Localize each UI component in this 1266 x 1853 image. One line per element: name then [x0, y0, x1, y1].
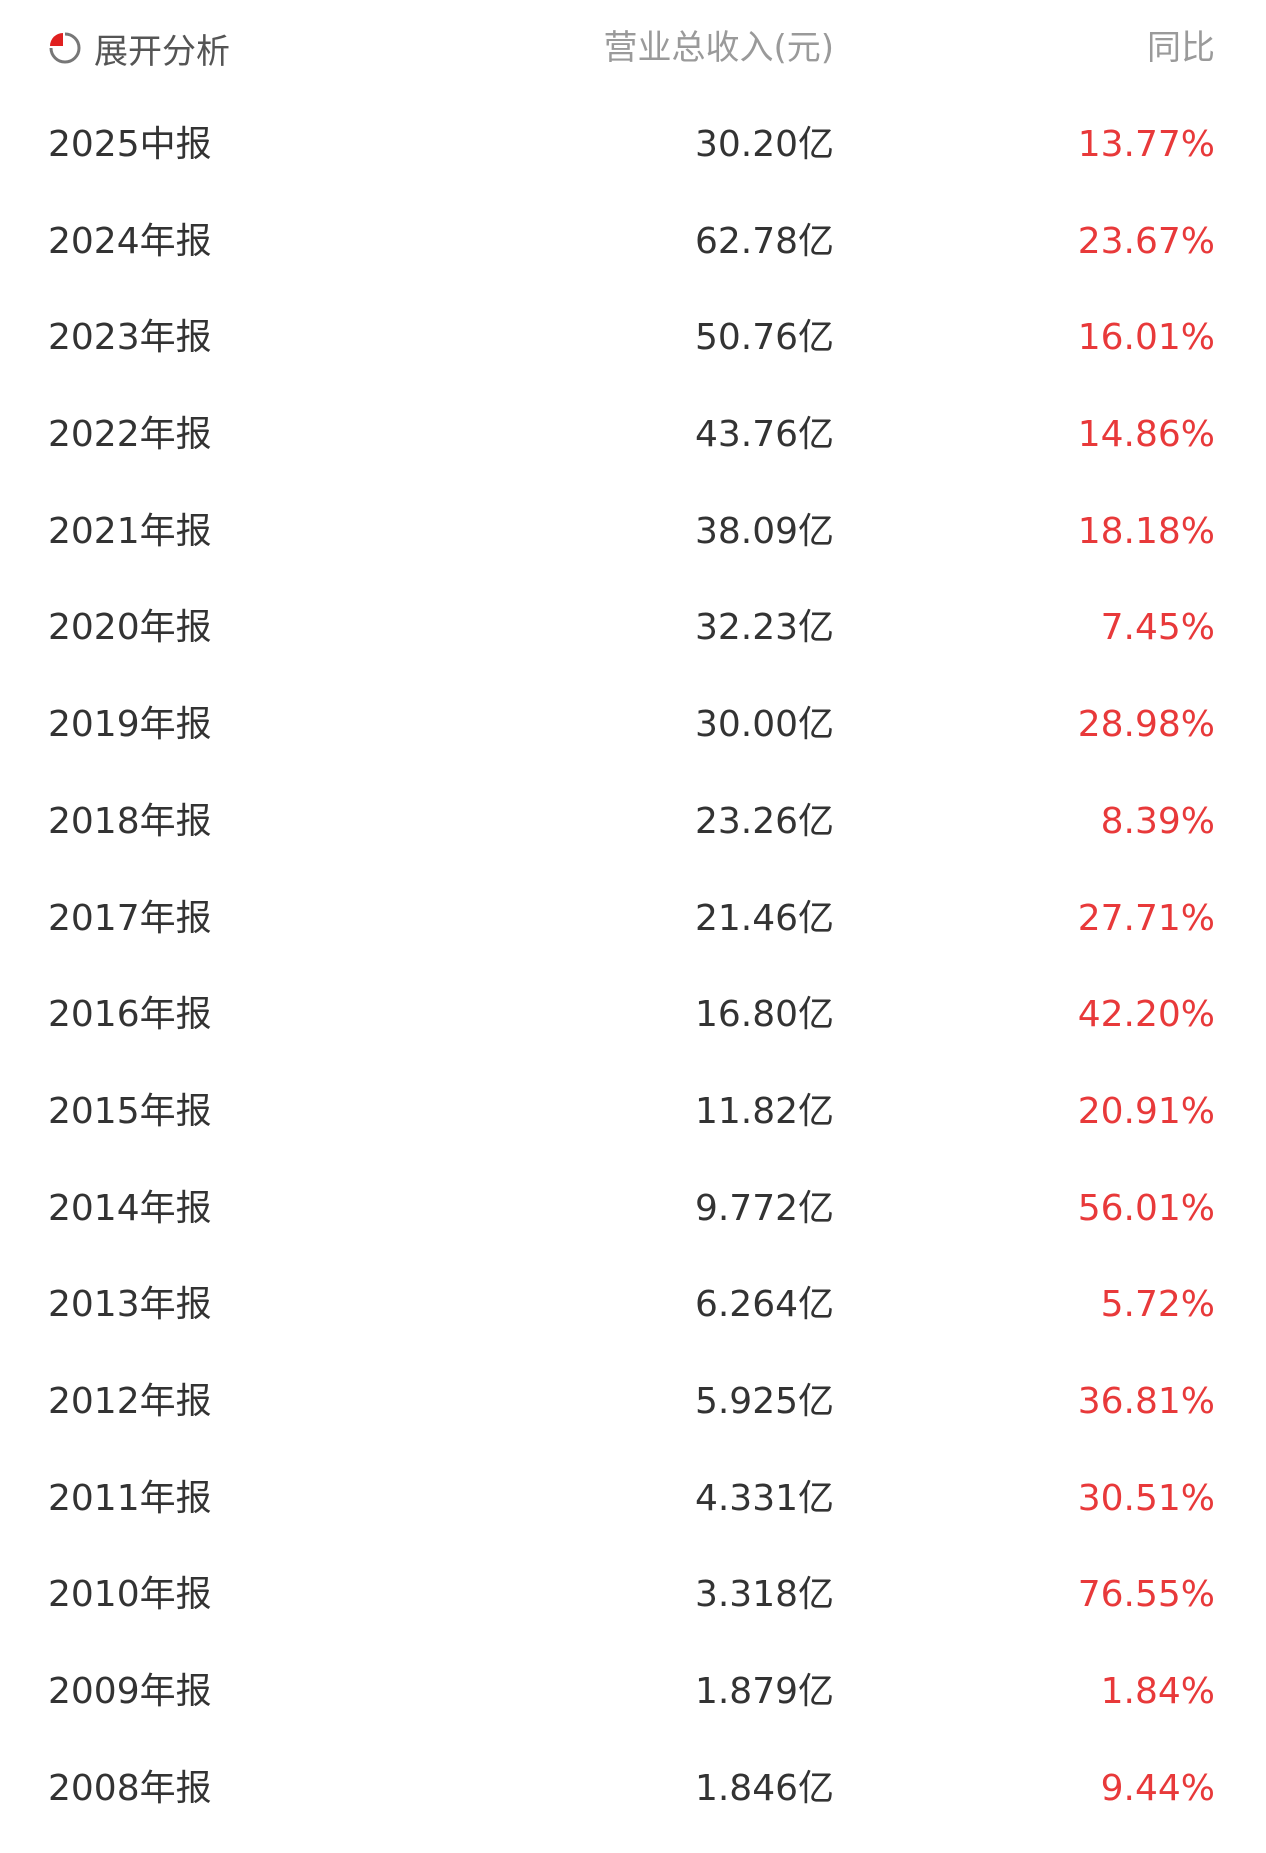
- table-row[interactable]: 2013年报 6.264亿 5.72%: [0, 1257, 1266, 1354]
- table-header: 展开分析 营业总收入(元) 同比: [0, 0, 1266, 96]
- revenue-cell: 43.76亿: [694, 414, 834, 456]
- table-row[interactable]: 2019年报 30.00亿 28.98%: [0, 677, 1266, 774]
- revenue-cell: 50.76亿: [694, 317, 834, 359]
- table-row[interactable]: 2015年报 11.82亿 20.91%: [0, 1064, 1266, 1161]
- period-cell: 2014年报: [48, 1187, 212, 1229]
- yoy-column-header: 同比: [1147, 28, 1215, 68]
- table-row[interactable]: 2012年报 5.925亿 36.81%: [0, 1354, 1266, 1451]
- table-row[interactable]: 2024年报 62.78亿 23.67%: [0, 194, 1266, 291]
- yoy-cell: 16.01%: [1077, 317, 1215, 359]
- table-row[interactable]: 2010年报 3.318亿 76.55%: [0, 1547, 1266, 1644]
- revenue-cell: 30.00亿: [694, 704, 834, 746]
- period-cell: 2015年报: [48, 1090, 212, 1132]
- revenue-cell: 38.09亿: [694, 510, 834, 552]
- table-row[interactable]: 2009年报 1.879亿 1.84%: [0, 1644, 1266, 1741]
- expand-analysis-label: 展开分析: [94, 31, 230, 72]
- yoy-cell: 5.72%: [1100, 1284, 1215, 1326]
- table-row[interactable]: 2021年报 38.09亿 18.18%: [0, 484, 1266, 581]
- period-cell: 2021年报: [48, 510, 212, 552]
- period-cell: 2008年报: [48, 1767, 212, 1809]
- revenue-cell: 30.20亿: [694, 124, 834, 165]
- period-cell: 2018年报: [48, 800, 212, 842]
- period-cell: 2013年报: [48, 1284, 212, 1326]
- period-cell: 2016年报: [48, 994, 212, 1036]
- period-cell: 2012年报: [48, 1380, 212, 1422]
- yoy-cell: 1.84%: [1100, 1671, 1215, 1712]
- revenue-cell: 21.46亿: [694, 897, 834, 939]
- table-row[interactable]: 2011年报 4.331亿 30.51%: [0, 1451, 1266, 1548]
- revenue-cell: 3.318亿: [694, 1574, 834, 1616]
- yoy-cell: 30.51%: [1077, 1477, 1215, 1519]
- expand-analysis-button[interactable]: 展开分析: [48, 28, 230, 72]
- period-cell: 2009年报: [48, 1671, 212, 1712]
- table-row[interactable]: 2014年报 9.772亿 56.01%: [0, 1161, 1266, 1258]
- table-row[interactable]: 2008年报 1.846亿 9.44%: [0, 1741, 1266, 1838]
- yoy-cell: 76.55%: [1077, 1574, 1215, 1616]
- yoy-cell: 9.44%: [1100, 1767, 1215, 1809]
- revenue-cell: 1.846亿: [694, 1767, 834, 1809]
- yoy-cell: 27.71%: [1077, 897, 1215, 939]
- yoy-cell: 8.39%: [1100, 800, 1215, 842]
- revenue-cell: 1.879亿: [694, 1671, 834, 1712]
- table-row[interactable]: 2023年报 50.76亿 16.01%: [0, 290, 1266, 387]
- table-row[interactable]: 2018年报 23.26亿 8.39%: [0, 774, 1266, 871]
- period-cell: 2017年报: [48, 897, 212, 939]
- yoy-cell: 36.81%: [1077, 1380, 1215, 1422]
- yoy-cell: 7.45%: [1100, 607, 1215, 649]
- table-row[interactable]: 2017年报 21.46亿 27.71%: [0, 871, 1266, 968]
- period-cell: 2024年报: [48, 220, 212, 262]
- period-cell: 2023年报: [48, 317, 212, 359]
- yoy-cell: 14.86%: [1077, 414, 1215, 456]
- period-cell: 2010年报: [48, 1574, 212, 1616]
- revenue-table: 2025中报 30.20亿 13.77% 2024年报 62.78亿 23.67% 2023…: [0, 97, 1266, 1837]
- yoy-cell: 18.18%: [1077, 510, 1215, 552]
- period-cell: 2019年报: [48, 704, 212, 746]
- yoy-cell: 23.67%: [1077, 220, 1215, 262]
- table-row[interactable]: 2016年报 16.80亿 42.20%: [0, 967, 1266, 1064]
- revenue-cell: 4.331亿: [694, 1477, 834, 1519]
- table-row[interactable]: 2022年报 43.76亿 14.86%: [0, 387, 1266, 484]
- revenue-cell: 6.264亿: [694, 1284, 834, 1326]
- revenue-cell: 16.80亿: [694, 994, 834, 1036]
- yoy-cell: 28.98%: [1077, 704, 1215, 746]
- yoy-cell: 20.91%: [1077, 1090, 1215, 1132]
- yoy-cell: 42.20%: [1077, 994, 1215, 1036]
- period-cell: 2025中报: [48, 124, 212, 165]
- yoy-cell: 13.77%: [1077, 124, 1215, 165]
- pie-chart-icon: [49, 32, 81, 64]
- period-cell: 2011年报: [48, 1477, 212, 1519]
- period-cell: 2020年报: [48, 607, 212, 649]
- revenue-cell: 11.82亿: [694, 1090, 834, 1132]
- revenue-cell: 32.23亿: [694, 607, 834, 649]
- table-row[interactable]: 2020年报 32.23亿 7.45%: [0, 580, 1266, 677]
- table-row[interactable]: 2025中报 30.20亿 13.77%: [0, 97, 1266, 194]
- revenue-cell: 23.26亿: [694, 800, 834, 842]
- revenue-cell: 9.772亿: [694, 1187, 834, 1229]
- yoy-cell: 56.01%: [1077, 1187, 1215, 1229]
- period-cell: 2022年报: [48, 414, 212, 456]
- revenue-cell: 5.925亿: [694, 1380, 834, 1422]
- revenue-column-header: 营业总收入(元): [603, 28, 834, 68]
- revenue-cell: 62.78亿: [694, 220, 834, 262]
